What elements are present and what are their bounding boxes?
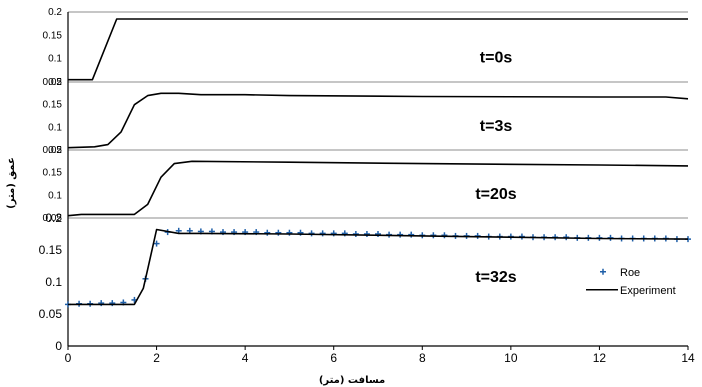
y-tick-label: 0.1 [45, 275, 62, 289]
x-tick-label: 4 [242, 351, 249, 365]
data-point-marker [308, 230, 315, 237]
x-tick-label: 10 [504, 351, 518, 365]
data-point-marker [352, 231, 359, 237]
y-axis-title: عمق (متر) [6, 157, 17, 209]
panel-time-label: t=0s [480, 49, 513, 66]
gridlines [68, 11, 688, 219]
data-point-marker [375, 231, 381, 237]
data-point-marker [98, 300, 105, 307]
legend-label-roe: Roe [620, 267, 640, 279]
data-point-marker [397, 231, 404, 238]
y-tick-label: 0.2 [48, 145, 62, 156]
series-line-panel-1 [68, 18, 688, 81]
data-point-marker [109, 300, 116, 307]
data-point-marker [319, 230, 326, 237]
x-tick-label: 8 [419, 351, 426, 365]
panel-time-label: t=32s [475, 269, 516, 286]
y-tick-label: 0 [55, 339, 62, 353]
y-tick-label: 0.1 [48, 190, 62, 201]
x-tick-label: 12 [593, 351, 607, 365]
x-tick-label: 14 [681, 351, 695, 365]
data-point-marker [408, 231, 415, 238]
y-tick-label: 0.2 [48, 7, 62, 18]
panel-labels: t=0s t=3s t=20s t=32s [475, 49, 516, 286]
data-point-marker [264, 229, 271, 236]
y-tick-label: 0.1 [48, 54, 62, 65]
y-tick-label: 0.15 [43, 168, 63, 179]
tick-labels: 0.050.10.150.20.050.10.150.20.050.10.150… [39, 7, 695, 365]
y-tick-label: 0.05 [43, 145, 63, 156]
legend: Roe Experiment [586, 267, 676, 297]
y-tick-label: 0.15 [39, 243, 63, 257]
y-tick-label: 0.2 [45, 211, 62, 225]
x-tick-label: 2 [153, 351, 160, 365]
series-line-panel-3 [67, 160, 689, 217]
data-point-marker [363, 231, 370, 237]
y-tick-label: 0.05 [43, 77, 63, 88]
series-layer [65, 18, 691, 308]
legend-label-experiment: Experiment [620, 285, 676, 297]
data-point-marker [441, 232, 448, 239]
legend-marker-roe [600, 268, 606, 275]
x-tick-label: 6 [330, 351, 337, 365]
y-tick-label: 0.1 [48, 122, 62, 133]
series-line-panel-4 [68, 228, 689, 306]
y-tick-label: 0.15 [43, 100, 63, 111]
y-tick-label: 0.05 [39, 307, 63, 321]
data-point-marker [153, 240, 160, 247]
panel-time-label: t=3s [480, 118, 513, 135]
axes [67, 12, 689, 350]
data-point-marker [275, 229, 282, 236]
y-tick-label: 0.2 [48, 77, 62, 88]
x-axis-title: مسافت (متر) [319, 375, 385, 386]
y-tick-label: 0.05 [43, 213, 63, 224]
series-line-panel-2 [67, 92, 689, 149]
x-tick-label: 0 [65, 351, 72, 365]
y-tick-label: 0.15 [43, 30, 63, 41]
panel-time-label: t=20s [475, 186, 516, 203]
